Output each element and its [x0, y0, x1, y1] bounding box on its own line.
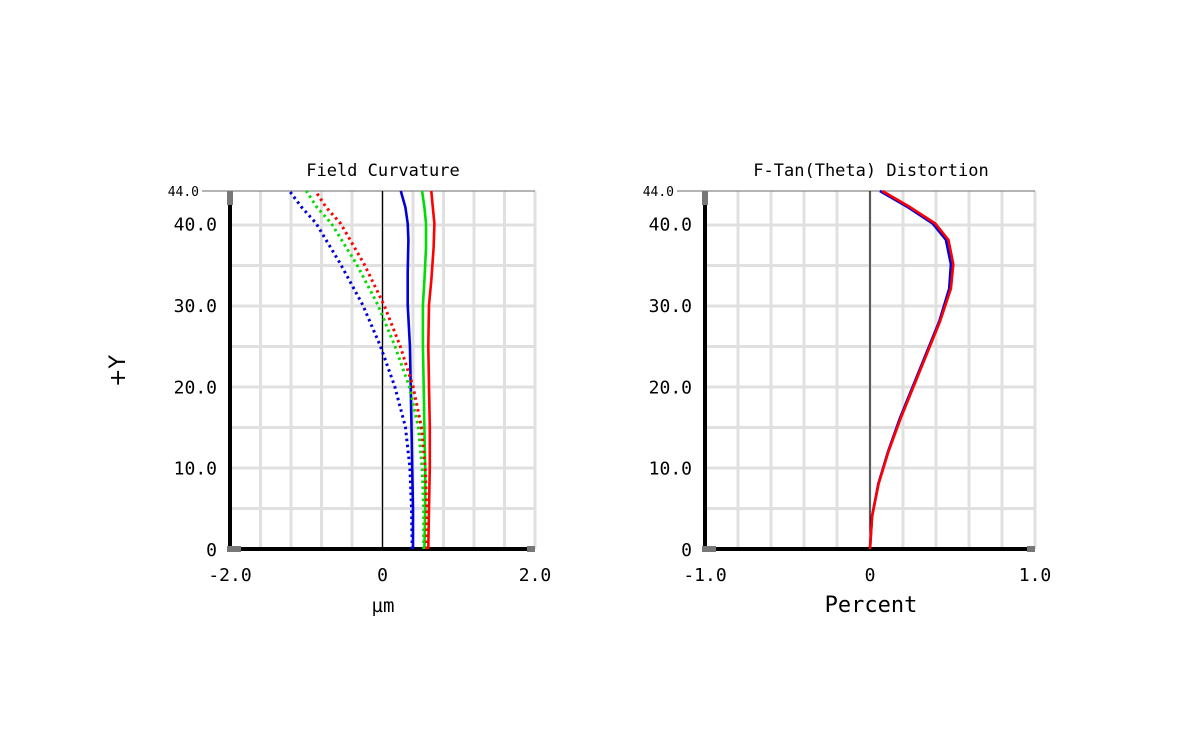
- x-tick-label: 2.0: [519, 565, 552, 586]
- field-curvature-chart: Field Curvature µm 44.0 0 10.0 20.0 30.0 40.0 -2…: [168, 161, 552, 617]
- series-line-red-solid: [868, 189, 955, 550]
- x-tick-label: 0: [377, 565, 388, 586]
- series-line-green-solid: [420, 190, 428, 550]
- x-tick-label: 0: [865, 565, 876, 586]
- y-max-label: 44.0: [168, 185, 199, 200]
- x-tick-label: 1.0: [1019, 565, 1052, 586]
- y-tick-label: 20.0: [649, 377, 692, 398]
- y-tick-label: 10.0: [174, 459, 217, 480]
- chart-title: Field Curvature: [306, 161, 460, 181]
- y-axis-end-cap: [702, 191, 708, 205]
- series-line-blue-solid: [868, 189, 953, 550]
- x-tick-label: -1.0: [683, 565, 726, 586]
- x-axis-label: Percent: [825, 593, 918, 618]
- series-line-green-dotted: [305, 190, 426, 549]
- y-axis-label: +Y: [106, 355, 131, 387]
- y-tick-label: 40.0: [649, 215, 692, 236]
- series-line-blue-dotted: [288, 190, 414, 550]
- chart-title: F-Tan(Theta) Distortion: [753, 161, 988, 181]
- x-axis-end-cap: [527, 546, 535, 552]
- x-axis-label: µm: [372, 595, 395, 617]
- y-tick-label: 30.0: [649, 296, 692, 317]
- series-line-red-dotted: [314, 190, 429, 549]
- y-tick-label: 40.0: [174, 215, 217, 236]
- series-line-red-solid: [427, 190, 436, 550]
- x-tick-label: -2.0: [208, 565, 251, 586]
- y-max-label: 44.0: [643, 185, 674, 200]
- y-tick-label: 0: [206, 540, 217, 561]
- y-tick-label: 10.0: [649, 459, 692, 480]
- x-axis-end-cap: [1027, 546, 1035, 552]
- y-tick-label: 30.0: [174, 296, 217, 317]
- series-line-blue-solid: [399, 190, 415, 549]
- y-tick-label: 0: [681, 540, 692, 561]
- axis-corner-cap: [227, 546, 241, 552]
- y-axis-end-cap: [227, 191, 233, 205]
- distortion-chart: F-Tan(Theta) Distortion Percent 44.0 0 10.0 2…: [643, 161, 1052, 618]
- axis-corner-cap: [702, 546, 716, 552]
- y-tick-label: 20.0: [174, 377, 217, 398]
